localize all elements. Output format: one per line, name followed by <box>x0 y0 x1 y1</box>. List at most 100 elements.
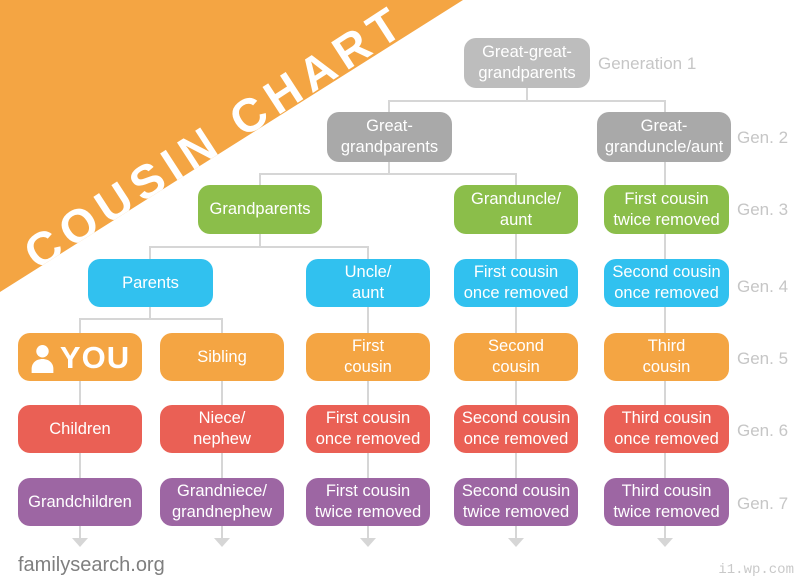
node-grandniece-grandnephew: Grandniece/ grandnephew <box>160 478 284 526</box>
node-first-cousin-once-removed-gen4: First cousin once removed <box>454 259 578 307</box>
node-label: First cousin <box>344 337 392 376</box>
connector-line <box>367 246 369 261</box>
node-label: Children <box>49 419 111 438</box>
node-niece-nephew: Niece/ nephew <box>160 405 284 453</box>
node-great-grandparents: Great- grandparents <box>327 112 452 162</box>
node-great-great-grandparents: Great-great- grandparents <box>464 38 590 88</box>
connector-line <box>664 381 666 407</box>
node-label: Second cousin once removed <box>612 263 721 302</box>
connector-line <box>664 526 666 539</box>
connector-line <box>388 162 390 175</box>
node-label: Parents <box>122 273 179 292</box>
node-label: Granduncle/ aunt <box>471 189 561 229</box>
node-label: Niece/ nephew <box>193 409 251 448</box>
connector-line <box>367 526 369 539</box>
footer-source-text: familysearch.org <box>18 554 165 576</box>
node-first-cousin-once-removed-gen6: First cousin once removed <box>306 405 430 453</box>
node-label: Grandchildren <box>28 492 132 511</box>
node-first-cousin-twice-removed-gen3: First cousin twice removed <box>604 185 729 234</box>
connector-line <box>515 526 517 539</box>
node-label: Grandniece/ grandnephew <box>172 482 272 521</box>
connector-line <box>664 234 666 261</box>
node-label: First cousin once removed <box>315 409 421 448</box>
node-label: Third cousin once removed <box>614 409 719 448</box>
node-first-cousin: First cousin <box>306 333 430 381</box>
connector-line <box>221 318 223 335</box>
node-label: Uncle/ aunt <box>344 263 392 302</box>
node-grandchildren: Grandchildren <box>18 478 142 526</box>
generation-label-1: Generation 1 <box>598 54 697 73</box>
down-arrow-icon <box>214 538 230 547</box>
connector-line <box>221 526 223 539</box>
generation-label-7: Gen. 7 <box>737 494 789 513</box>
down-arrow-icon <box>72 538 88 547</box>
connector-line <box>515 234 517 261</box>
connector-line <box>221 381 223 407</box>
node-label: First cousin twice removed <box>613 189 720 229</box>
node-grandparents: Grandparents <box>198 185 322 234</box>
down-arrow-icon <box>508 538 524 547</box>
node-third-cousin-twice-removed: Third cousin twice removed <box>604 478 729 526</box>
down-arrow-icon <box>360 538 376 547</box>
node-label: Third cousin twice removed <box>613 482 720 521</box>
connector-line <box>79 318 81 335</box>
generation-label-4: Gen. 4 <box>737 277 789 296</box>
connector-line <box>149 246 151 261</box>
node-third-cousin: Third cousin <box>604 333 729 381</box>
connector-line <box>515 307 517 335</box>
connector-line <box>664 307 666 335</box>
connector-line <box>664 162 666 187</box>
node-label: First cousin once removed <box>463 263 569 302</box>
node-granduncle-aunt: Granduncle/ aunt <box>454 185 578 234</box>
node-great-granduncle-aunt: Great- granduncle/aunt <box>597 112 731 162</box>
generation-label-2: Gen. 2 <box>737 128 789 147</box>
connector-line <box>259 173 517 175</box>
node-children: Children <box>18 405 142 453</box>
node-sibling: Sibling <box>160 333 284 381</box>
node-label: Grandparents <box>209 200 311 218</box>
connector-line <box>526 88 528 102</box>
connector-line <box>664 453 666 480</box>
person-icon <box>30 344 55 373</box>
connector-line <box>388 100 390 114</box>
connector-line <box>367 381 369 407</box>
connector-line <box>367 453 369 480</box>
connector-line <box>259 234 261 248</box>
connector-line <box>79 381 81 407</box>
node-label: Second cousin twice removed <box>461 482 571 521</box>
node-label: Second cousin once removed <box>461 409 571 448</box>
connector-line <box>79 318 223 320</box>
node-label: First cousin twice removed <box>314 482 422 521</box>
node-you: YOU <box>18 333 142 381</box>
node-third-cousin-once-removed: Third cousin once removed <box>604 405 729 453</box>
node-second-cousin-once-removed-gen4: Second cousin once removed <box>604 259 729 307</box>
node-second-cousin-twice-removed: Second cousin twice removed <box>454 478 578 526</box>
down-arrow-icon <box>657 538 673 547</box>
node-label: Third cousin <box>642 337 691 376</box>
node-second-cousin-once-removed-gen6: Second cousin once removed <box>454 405 578 453</box>
generation-label-5: Gen. 5 <box>737 349 789 368</box>
connector-line <box>515 381 517 407</box>
node-uncle-aunt: Uncle/ aunt <box>306 259 430 307</box>
node-label: Great- grandparents <box>340 117 439 156</box>
connector-line <box>221 453 223 480</box>
node-label: Great- granduncle/aunt <box>604 117 724 156</box>
connector-line <box>664 100 666 114</box>
node-second-cousin: Second cousin <box>454 333 578 381</box>
connector-line <box>149 307 151 320</box>
node-label: YOU <box>59 339 131 375</box>
footer-watermark-text: i1.wp.com <box>718 562 794 578</box>
node-first-cousin-twice-removed-gen7: First cousin twice removed <box>306 478 430 526</box>
connector-line <box>388 100 666 102</box>
connector-line <box>149 246 369 248</box>
generation-label-6: Gen. 6 <box>737 421 789 440</box>
connector-line <box>515 173 517 187</box>
node-label: Second cousin <box>488 337 544 376</box>
node-label: Great-great- grandparents <box>478 43 576 82</box>
connector-line <box>79 526 81 539</box>
node-parents: Parents <box>88 259 213 307</box>
generation-label-3: Gen. 3 <box>737 200 789 219</box>
connector-line <box>79 453 81 480</box>
connector-line <box>259 173 261 187</box>
